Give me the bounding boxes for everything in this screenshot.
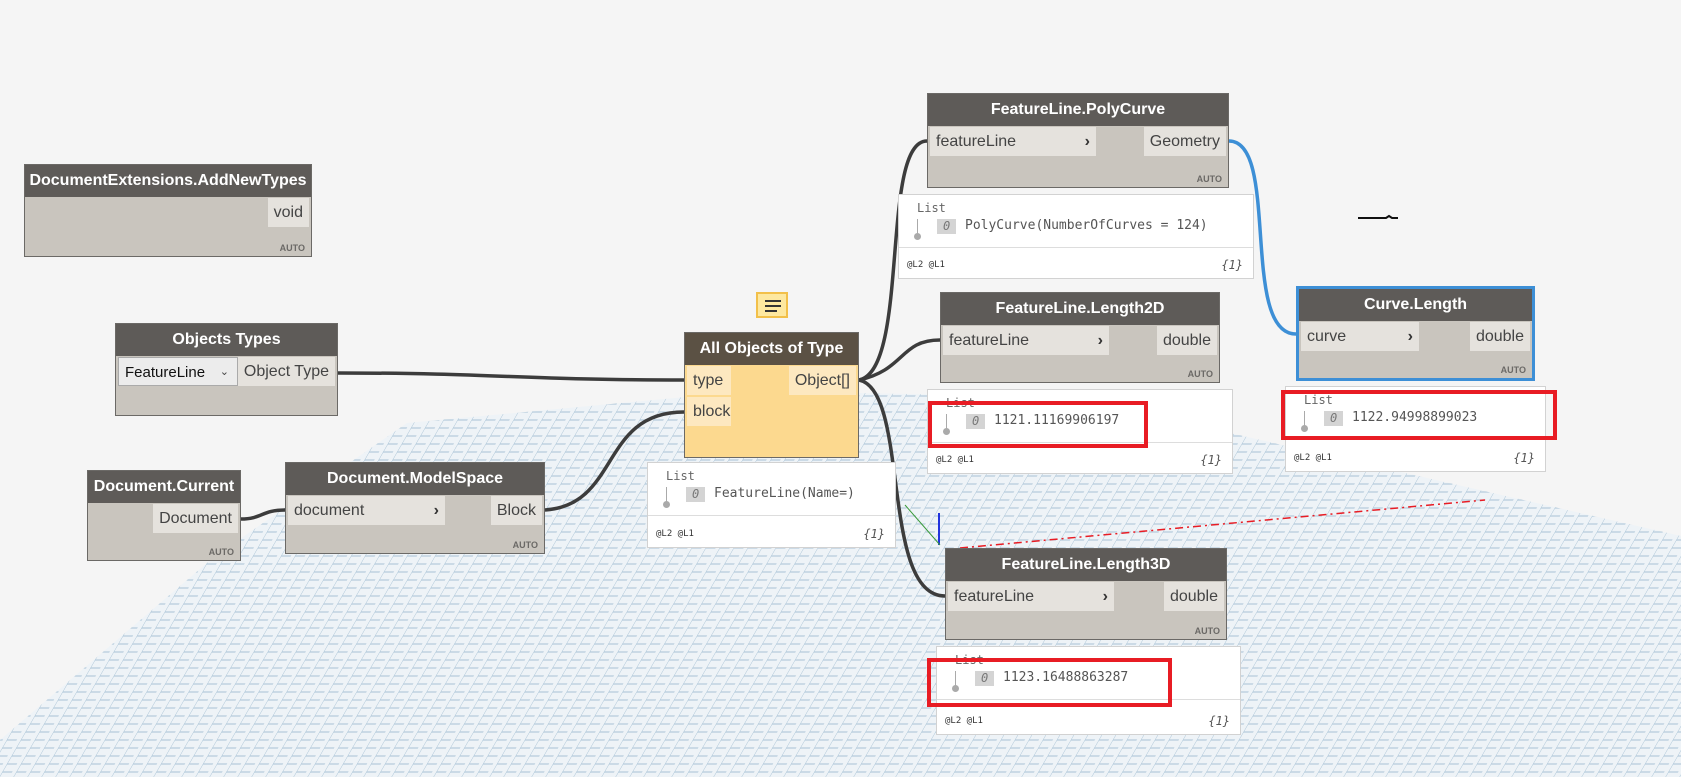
list-header: List <box>917 201 946 215</box>
note-icon[interactable] <box>756 292 788 318</box>
node-title: Document.Current <box>88 471 240 503</box>
wire-objects-length3d[interactable] <box>858 378 946 598</box>
watch-polycurve: List 0 PolyCurve(NumberOfCurves = 124) @… <box>898 194 1254 279</box>
run-mode-label: AUTO <box>512 540 538 550</box>
list-index: 0 <box>975 671 995 686</box>
list-index: 0 <box>686 487 706 502</box>
port-label: curve <box>1307 328 1347 345</box>
input-port-document[interactable]: document › <box>288 496 445 525</box>
node-title: FeatureLine.PolyCurve <box>928 94 1228 126</box>
list-levels: @L2 @L1 <box>907 260 945 270</box>
input-port-type[interactable]: type <box>687 366 731 395</box>
node-featureline-length2d[interactable]: FeatureLine.Length2D featureLine › double… <box>940 292 1220 383</box>
list-value: 1122.94998899023 <box>1352 410 1478 425</box>
watch-all-objects: List 0 FeatureLine(Name=) @L2 @L1 {1} <box>647 462 896 548</box>
input-port-curve[interactable]: curve › <box>1301 322 1419 351</box>
node-title: Document.ModelSpace <box>286 463 544 495</box>
node-document-current[interactable]: Document.Current Document AUTO <box>87 470 241 561</box>
highlight-box-length2d <box>928 401 1148 448</box>
list-levels: @L2 @L1 <box>936 455 974 465</box>
axis-y <box>904 504 941 546</box>
node-title: Curve.Length <box>1299 289 1532 321</box>
port-label: featureLine <box>954 588 1035 605</box>
chevron-down-icon: ⌄ <box>219 366 229 378</box>
wire-geometry-curve[interactable] <box>1228 139 1297 336</box>
list-levels: @L2 @L1 <box>656 529 694 539</box>
port-label: document <box>294 502 365 519</box>
node-featureline-length3d[interactable]: FeatureLine.Length3D featureLine › double… <box>945 548 1227 640</box>
output-port-void[interactable]: void <box>267 198 309 227</box>
node-objects-types[interactable]: Objects Types FeatureLine ⌄ Object Type <box>115 323 338 416</box>
node-featureline-polycurve[interactable]: FeatureLine.PolyCurve featureLine › Geome… <box>927 93 1229 188</box>
dropdown-value: FeatureLine <box>125 364 206 381</box>
wire-block-block[interactable] <box>544 410 685 512</box>
list-header: List <box>1304 393 1333 407</box>
run-mode-label: AUTO <box>1196 174 1222 184</box>
node-title: FeatureLine.Length2D <box>941 293 1219 325</box>
list-count: {1} <box>863 527 885 541</box>
chevron-right-icon[interactable]: › <box>1097 332 1103 349</box>
chevron-right-icon[interactable]: › <box>1084 133 1090 150</box>
output-port-geometry[interactable]: Geometry <box>1143 127 1226 156</box>
highlight-box-length3d <box>927 658 1172 707</box>
run-mode-label: AUTO <box>279 243 305 253</box>
run-mode-label: AUTO <box>1187 369 1213 379</box>
list-levels: @L2 @L1 <box>1294 453 1332 463</box>
node-title: DocumentExtensions.AddNewTypes <box>25 165 311 197</box>
wire-objects-length2d[interactable] <box>858 338 941 382</box>
node-title: Objects Types <box>116 324 337 356</box>
highlight-box-curve-length <box>1281 390 1557 440</box>
input-port-block[interactable]: block <box>687 397 731 426</box>
input-port-featureline[interactable]: featureLine › <box>930 127 1096 156</box>
list-count: {1} <box>1513 451 1535 465</box>
node-title: All Objects of Type <box>685 333 858 365</box>
chevron-right-icon[interactable]: › <box>433 502 439 519</box>
watch-curve-length: List 0 1122.94998899023 @L2 @L1 {1} <box>1285 386 1546 472</box>
list-value: 1121.11169906197 <box>994 413 1120 428</box>
list-header: List <box>666 469 695 483</box>
list-index: 0 <box>966 414 986 429</box>
node-add-new-types[interactable]: DocumentExtensions.AddNewTypes void AUTO <box>24 164 312 257</box>
output-port-double[interactable]: double <box>1163 582 1224 611</box>
node-all-objects-of-type[interactable]: All Objects of Type type Object[] block <box>684 332 859 458</box>
output-port-block[interactable]: Block <box>490 496 542 525</box>
output-port-object-type[interactable]: Object Type <box>237 357 335 386</box>
output-port-objects[interactable]: Object[] <box>788 366 856 395</box>
input-port-featureline[interactable]: featureLine › <box>948 582 1114 611</box>
list-count: {1} <box>1200 453 1222 467</box>
list-count: {1} <box>1221 258 1243 272</box>
node-document-modelspace[interactable]: Document.ModelSpace document › Block AUTO <box>285 462 545 554</box>
list-value: FeatureLine(Name=) <box>714 486 855 501</box>
node-curve-length[interactable]: Curve.Length curve › double AUTO <box>1296 286 1535 381</box>
chevron-right-icon[interactable]: › <box>1407 328 1413 345</box>
node-title: FeatureLine.Length3D <box>946 549 1226 581</box>
list-index: 0 <box>937 219 957 234</box>
run-mode-label: AUTO <box>1500 365 1526 375</box>
list-index: 0 <box>1324 411 1344 426</box>
wire-objects-polycurve[interactable] <box>858 139 928 382</box>
axis-x <box>959 499 1486 549</box>
port-label: featureLine <box>949 332 1030 349</box>
output-port-double[interactable]: double <box>1469 322 1530 351</box>
run-mode-label: AUTO <box>1194 626 1220 636</box>
list-levels: @L2 @L1 <box>945 716 983 726</box>
list-value: 1123.16488863287 <box>1003 670 1129 685</box>
wire-document-document[interactable] <box>240 508 286 521</box>
geometry-preview <box>1358 214 1398 219</box>
port-label: featureLine <box>936 133 1017 150</box>
object-type-dropdown[interactable]: FeatureLine ⌄ <box>118 357 238 386</box>
run-mode-label: AUTO <box>208 547 234 557</box>
list-count: {1} <box>1208 714 1230 728</box>
output-port-document[interactable]: Document <box>153 504 238 533</box>
input-port-featureline[interactable]: featureLine › <box>943 326 1109 355</box>
list-value: PolyCurve(NumberOfCurves = 124) <box>965 218 1208 233</box>
chevron-right-icon[interactable]: › <box>1102 588 1108 605</box>
wire-objecttype-type[interactable] <box>337 371 685 382</box>
output-port-double[interactable]: double <box>1156 326 1217 355</box>
